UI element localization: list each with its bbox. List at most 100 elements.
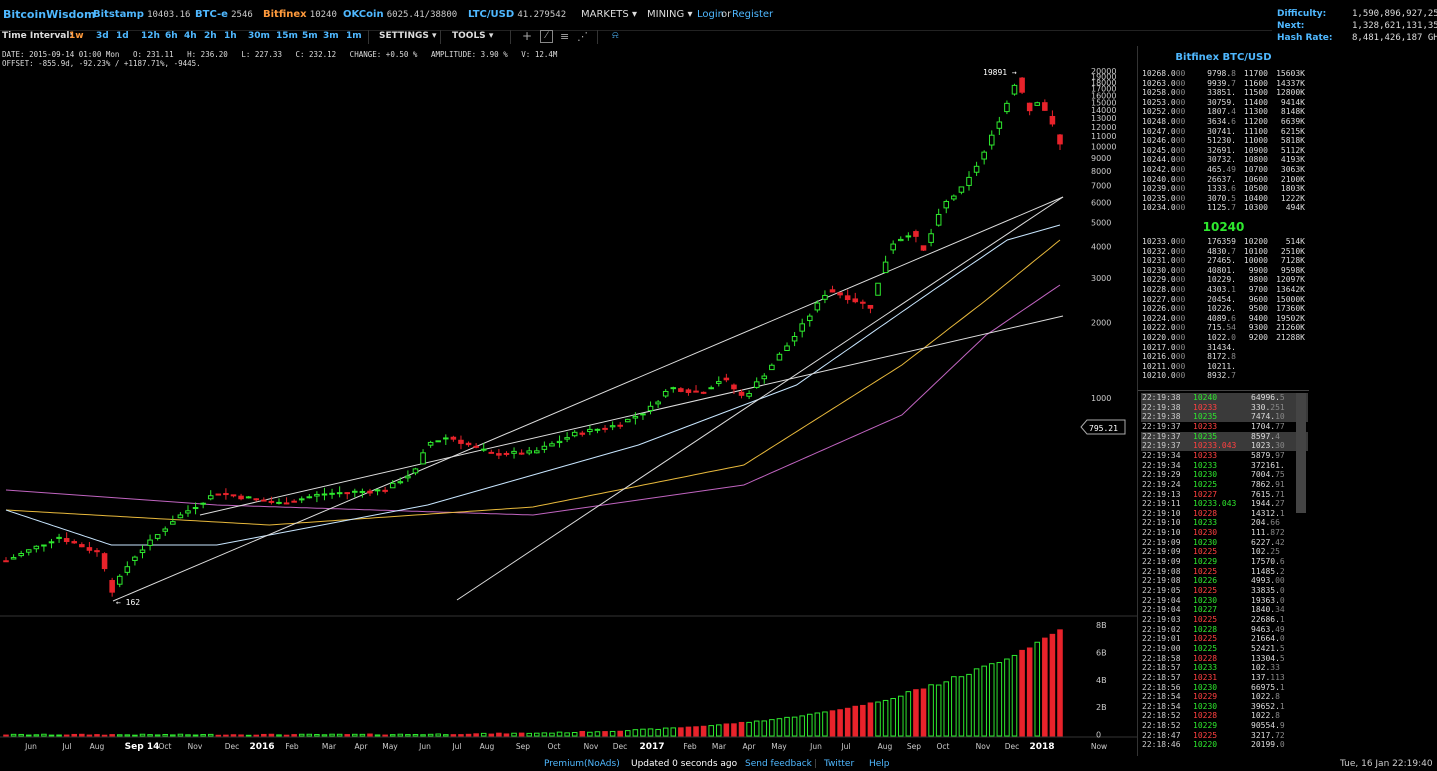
candle (344, 492, 350, 500)
price-chart[interactable]: 2000019000180001700016000150001400013000… (0, 45, 1137, 756)
candle (443, 434, 449, 445)
register-link[interactable]: Register (732, 9, 774, 20)
interval-1w[interactable]: 1w (69, 31, 84, 41)
volume-bar (511, 732, 517, 737)
trade-amount: 90554.9 (1251, 721, 1285, 731)
candle (382, 486, 388, 494)
trade-amount: 7004.75 (1251, 470, 1285, 480)
trade-amount: 64996.5 (1251, 393, 1285, 402)
markets-label: MARKETS (581, 9, 629, 20)
volume-bar (276, 734, 282, 737)
settings-menu[interactable]: SETTINGS ▾ (379, 31, 437, 41)
interval-15m[interactable]: 15m (276, 31, 298, 41)
time-tick-label: Jun (24, 742, 37, 751)
volume-bar (571, 731, 578, 737)
interval-1h[interactable]: 1h (224, 31, 237, 41)
volume-bar (503, 733, 510, 737)
interval-5m[interactable]: 5m (302, 31, 318, 41)
candle (602, 425, 608, 433)
trendline-icon[interactable]: ⁄ (540, 30, 553, 43)
mining-menu[interactable]: MINING ▾ (647, 9, 692, 20)
interval-1d[interactable]: 1d (116, 31, 129, 41)
time-tick-label: Apr (743, 742, 757, 751)
ticker-btce[interactable]: BTC-e 2546 (195, 9, 253, 20)
horizontal-line-icon[interactable]: ≡ (560, 30, 570, 43)
candle (329, 488, 335, 499)
ticker-bitstamp[interactable]: Bitstamp 10403.16 (93, 9, 190, 20)
interval-2h[interactable]: 2h (204, 31, 217, 41)
network-stats: Difficulty: 1,590,896,927,258 Next: 1,328,… (1272, 5, 1437, 45)
price-tick-label: 9000 (1091, 154, 1111, 163)
volume-bar (784, 716, 790, 737)
twitter-link[interactable]: Twitter (824, 759, 855, 769)
time-tick-label: Jun (418, 742, 431, 751)
tools-menu[interactable]: TOOLS ▾ (452, 31, 493, 41)
candle (253, 498, 260, 502)
trades-scrollbar[interactable] (1296, 393, 1306, 513)
bid-row: 10220.000 1022.0 9200 21288K (1142, 333, 1305, 342)
volume-bar (988, 663, 995, 737)
candle (314, 491, 320, 503)
markets-menu[interactable]: MARKETS ▾ (581, 9, 637, 20)
trade-price: 10233 (1193, 663, 1218, 673)
premium-link[interactable]: Premium(NoAds) (544, 759, 620, 769)
trade-price: 10227 (1193, 605, 1218, 615)
candle (94, 548, 100, 557)
time-tick-label: Mar (322, 742, 337, 751)
feedback-link[interactable]: Send feedback (745, 759, 812, 769)
trade-price: 10240 (1193, 393, 1218, 402)
volume-tick-label: 4B (1096, 676, 1107, 685)
trade-time: 22:19:09 (1142, 547, 1181, 557)
trade-price: 10225 (1193, 730, 1218, 740)
volume-bar (192, 734, 199, 737)
interval-30m[interactable]: 30m (248, 31, 270, 41)
interval-4h[interactable]: 4h (184, 31, 197, 41)
trade-amount: 7862.91 (1251, 479, 1285, 489)
brand-logo[interactable]: BitcoinWisdom (3, 8, 96, 21)
candle (18, 550, 24, 558)
crosshair-icon[interactable]: + (522, 29, 533, 43)
trade-row: 22:18:58 10228 13304.5 (1141, 654, 1308, 664)
footer-divider: | (814, 759, 818, 769)
login-link[interactable]: Login (697, 9, 724, 20)
candle (640, 413, 646, 420)
candle (913, 229, 919, 243)
volume-bar (405, 734, 411, 737)
candle (1011, 83, 1018, 96)
bell-icon[interactable]: ⍾ (612, 30, 619, 41)
volume-bar (397, 733, 404, 737)
trade-row: 22:19:02 10228 9463.49 (1141, 625, 1308, 635)
ticker-bitfinex[interactable]: Bitfinex 10240 (263, 9, 337, 20)
difficulty-row: Difficulty: 1,590,896,927,258 (1277, 9, 1437, 21)
time-tick-label: Feb (683, 742, 697, 751)
trade-amount: 52421.5 (1251, 643, 1285, 653)
candle (852, 292, 859, 304)
candle (154, 534, 161, 541)
candle (822, 290, 828, 304)
price-tick-label: 17000 (1091, 85, 1116, 94)
trade-price: 10225 (1193, 634, 1218, 644)
interval-12h[interactable]: 12h (141, 31, 160, 41)
ticker-name: Bitstamp (93, 9, 144, 20)
price-tick-label: 4000 (1091, 243, 1111, 252)
candle (875, 282, 881, 296)
help-link[interactable]: Help (869, 759, 890, 769)
trade-price: 10235 (1193, 412, 1218, 422)
volume-bar (435, 733, 441, 737)
fibonacci-fan-icon[interactable]: ⋰ (577, 30, 588, 43)
volume-bar (261, 733, 267, 737)
interval-1m[interactable]: 1m (346, 31, 362, 41)
interval-6h[interactable]: 6h (165, 31, 178, 41)
volume-bar (761, 720, 768, 737)
ticker-okcoin[interactable]: OKCoin 6025.41/38800 (343, 9, 457, 20)
bid-row: 10226.000 10226. 9500 17360K (1142, 304, 1305, 314)
recent-trades[interactable]: 22:19:38 10240 64996.5 22:19:38 10233 330.251… (1141, 393, 1308, 753)
panel-divider (1138, 390, 1309, 391)
interval-3d[interactable]: 3d (96, 31, 109, 41)
volume-bar (25, 734, 32, 737)
trade-amount: 102.33 (1251, 663, 1280, 673)
candle (367, 488, 373, 497)
ticker-ltcusd[interactable]: LTC/USD 41.279542 (468, 9, 566, 20)
interval-3m[interactable]: 3m (323, 31, 339, 41)
trade-row: 22:19:08 10226 4993.00 (1141, 576, 1308, 586)
